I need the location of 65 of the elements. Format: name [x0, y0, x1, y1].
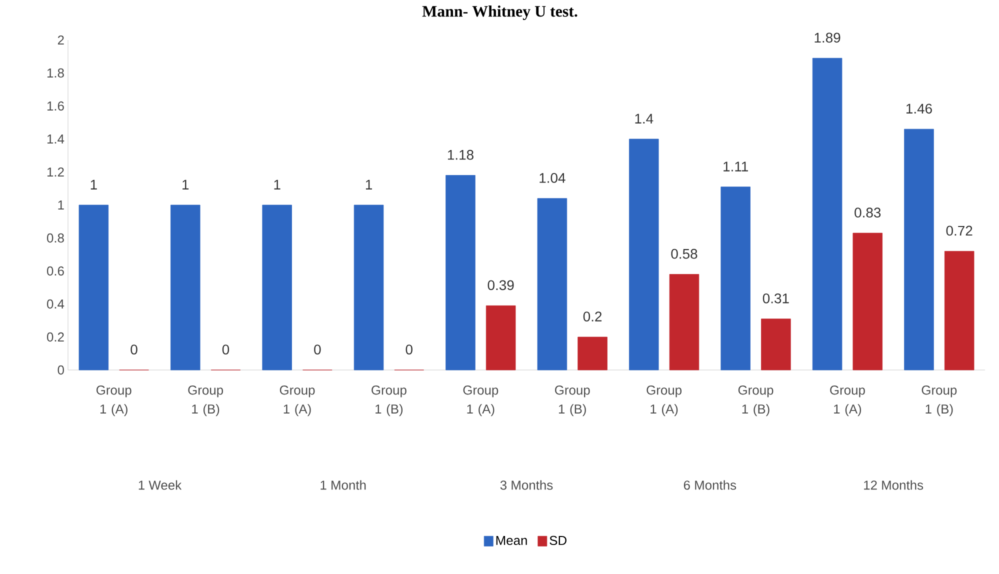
bar	[944, 251, 974, 370]
bar	[812, 58, 842, 370]
y-tick-label: 1	[58, 200, 64, 210]
data-label: 0	[314, 344, 321, 354]
y-tick-label: 0.6	[46, 266, 64, 276]
x-tick-label: Group 1 (A)	[463, 386, 498, 416]
bar	[537, 198, 568, 370]
data-label: 0.31	[762, 293, 789, 304]
data-label: 1.4	[635, 114, 654, 124]
legend-label: Mean	[496, 536, 527, 545]
text: 3 Months	[500, 480, 553, 490]
x-tick-label: Group 1 (A)	[280, 386, 315, 416]
data-label: 1.04	[540, 172, 566, 183]
x-tick-label: Group 1 (B)	[922, 386, 957, 416]
y-tick-label: 1.6	[47, 101, 64, 111]
x-tick-label: Group 1 (A)	[96, 386, 132, 416]
text: 6 Months	[684, 480, 736, 490]
data-label: 1.46	[906, 104, 932, 114]
bar	[578, 336, 608, 370]
y-tick-label: 1.8	[47, 68, 64, 78]
data-label: 1.18	[448, 150, 474, 160]
y-tick-label: 2	[58, 35, 64, 45]
legend-label: SD	[550, 536, 566, 546]
data-label: 0	[406, 344, 412, 354]
data-label: 0	[222, 344, 230, 354]
data-label: 0.72	[946, 226, 972, 236]
bar	[852, 232, 883, 370]
chart-title: Mann- Whitney U test.	[422, 6, 578, 20]
text: 1 Week	[138, 480, 182, 490]
x-tick-label: Group 1 (B)	[372, 386, 406, 416]
x-tick-label: Group 1 (A)	[830, 386, 865, 416]
bar	[486, 305, 516, 370]
x-tick-label: Group 1 (B)	[738, 386, 774, 416]
y-tick-label: 0.8	[46, 233, 64, 243]
y-tick-label: 1.4	[47, 134, 64, 144]
data-label: 0.39	[488, 280, 514, 290]
x-tick-label: Group 1 (B)	[555, 386, 590, 416]
data-label: 1	[90, 180, 97, 190]
x-tick-label: Group 1 (B)	[188, 386, 223, 416]
bar	[170, 204, 200, 370]
data-label: 1.89	[814, 32, 840, 43]
y-tick-label: 0.2	[46, 332, 64, 342]
y-tick-label: 0.4	[46, 299, 64, 309]
x-tick-label: Group 1 (A)	[646, 386, 682, 416]
text: 1 Month	[320, 480, 366, 490]
bar	[669, 274, 700, 370]
bar	[904, 128, 934, 370]
bar	[262, 204, 292, 370]
data-label: 1.11	[724, 162, 748, 172]
bar	[761, 318, 791, 370]
data-label: 0.2	[583, 312, 602, 322]
bar	[629, 138, 659, 370]
data-label: 1	[274, 180, 280, 190]
bar	[78, 204, 109, 370]
data-label: 1	[366, 180, 372, 190]
y-tick-label: 0	[58, 365, 64, 375]
data-label: 0	[130, 344, 138, 354]
bar	[354, 204, 384, 370]
data-label: 0.58	[671, 248, 698, 259]
bar	[446, 175, 476, 370]
text: 12 Months	[864, 480, 924, 490]
data-label: 0.83	[854, 208, 881, 218]
data-label: 1	[182, 180, 189, 190]
y-tick-label: 1.2	[47, 167, 64, 177]
bar	[720, 186, 750, 370]
